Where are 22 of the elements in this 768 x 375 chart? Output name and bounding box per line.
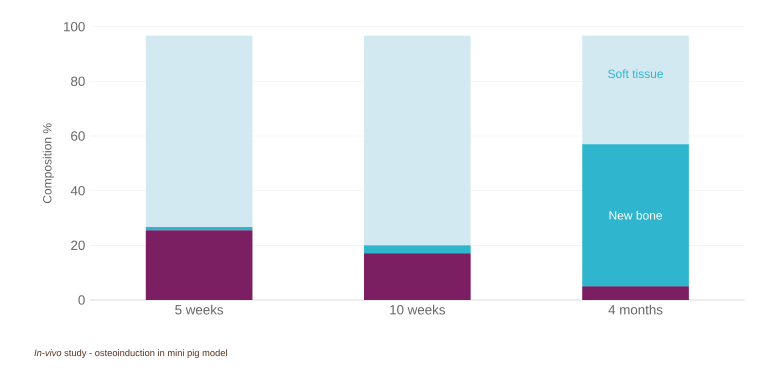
y-axis-title: Composition % [42,123,54,204]
y-tick-label: 0 [78,295,85,305]
text: In-vivo study - osteoinduction in mini pig model [34,349,227,358]
bar [582,36,689,144]
bar [364,36,471,246]
y-tick-label: 60 [71,131,85,141]
bar [582,286,689,300]
y-tick-label: 80 [71,76,85,86]
bar [364,254,471,300]
bar [146,36,252,228]
x-tick-label: 4 months [608,304,662,314]
bar [582,144,689,286]
x-tick-label: 5 weeks [175,304,224,314]
bar [364,245,471,254]
series-label: New bone [610,210,662,220]
y-tick-label: 40 [70,186,85,196]
bar [146,230,252,300]
x-tick-label: 10 weeks [390,304,445,314]
y-tick-label: 20 [71,240,85,250]
series-label: Soft tissue [608,69,664,78]
y-tick-label: 100 [64,22,85,32]
bar [146,227,252,230]
